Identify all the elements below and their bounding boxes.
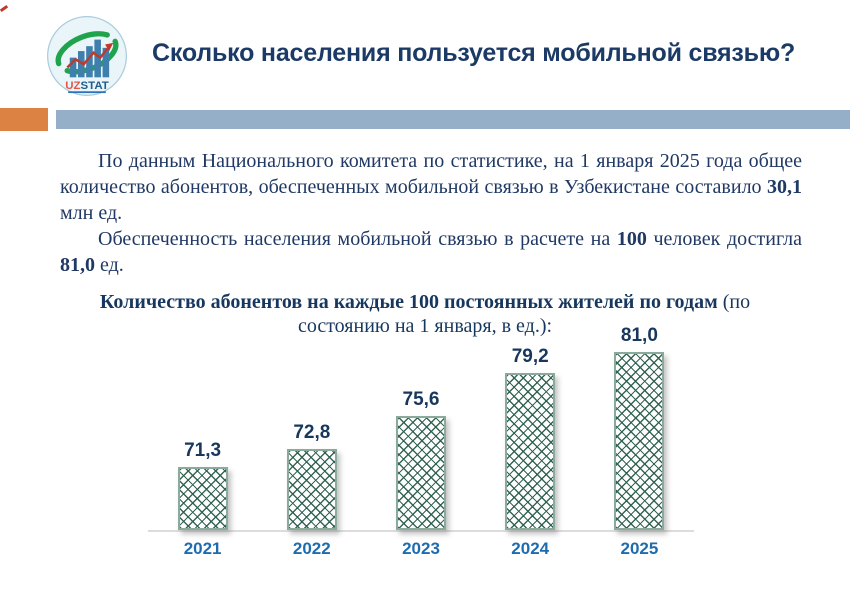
x-axis-labels: 2021 2022 2023 2024 2025 bbox=[148, 539, 694, 559]
intro-p1-highlight: 30,1 bbox=[767, 176, 802, 198]
orange-accent-block bbox=[0, 108, 48, 131]
header: UZSTAT Сколько населения пользуется моби… bbox=[0, 0, 850, 108]
chart-title-normal: (по состоянию на 1 января, в ед.): bbox=[297, 291, 751, 337]
chart-bar bbox=[505, 373, 556, 530]
x-axis-label: 2021 bbox=[183, 539, 222, 558]
chart-title: Количество абонентов на каждые 100 посто… bbox=[95, 290, 755, 338]
logo-text-stat: STAT bbox=[81, 80, 109, 92]
bar-value-label: 81,0 bbox=[620, 324, 658, 346]
x-axis-label: 2023 bbox=[402, 539, 440, 558]
bar-chart: 71,3 72,8 75,6 79,2 81,0 2021 2022 2023 2024 202… bbox=[0, 325, 850, 559]
chart-bar bbox=[396, 416, 446, 530]
logo-swoosh-icon bbox=[55, 31, 119, 75]
logo-text-uz: UZ bbox=[65, 80, 80, 92]
logo-trend-line-icon bbox=[66, 42, 114, 69]
logo-bar-chart-icon bbox=[69, 39, 110, 78]
intro-p1-suffix: млн ед. bbox=[60, 202, 123, 224]
bar-value-label: 72,8 bbox=[293, 422, 331, 444]
chart-bar-cell: 79,2 bbox=[476, 346, 585, 530]
chart-title-bold: Количество абонентов на каждые 100 посто… bbox=[99, 291, 718, 313]
chart-bar bbox=[286, 449, 337, 530]
intro-p2-highlight-2: 81,0 bbox=[60, 254, 95, 276]
intro-p2-highlight-1: 100 bbox=[616, 228, 647, 250]
intro-text: По данным Национального комитета по стат… bbox=[60, 148, 802, 278]
bar-value-label: 79,2 bbox=[511, 346, 549, 368]
intro-p1-text: По данным Национального комитета по стат… bbox=[60, 150, 802, 198]
chart-bar-cell: 75,6 bbox=[366, 389, 475, 530]
intro-p2-suffix: ед. bbox=[95, 254, 124, 276]
bar-value-label: 71,3 bbox=[184, 440, 222, 462]
bar-value-label: 75,6 bbox=[402, 389, 440, 410]
chart-bar-cell: 71,3 bbox=[148, 440, 257, 530]
logo-underline bbox=[68, 91, 106, 94]
intro-p2-text: Обеспеченность населения мобильной связь… bbox=[98, 228, 617, 250]
x-axis-label: 2025 bbox=[620, 539, 659, 558]
blue-divider-bar bbox=[56, 110, 850, 129]
chart-plot-area: 71,3 72,8 75,6 79,2 81,0 bbox=[148, 325, 694, 532]
logo-text: UZSTAT bbox=[65, 80, 109, 92]
x-axis-label: 2022 bbox=[292, 539, 331, 558]
uzstat-logo: UZSTAT bbox=[47, 16, 127, 96]
chart-bar-cell: 72,8 bbox=[257, 422, 366, 530]
intro-p2-mid-text: человек достигла bbox=[646, 228, 803, 250]
chart-bar-cell: 81,0 bbox=[585, 325, 694, 530]
x-axis-label: 2024 bbox=[511, 539, 550, 558]
intro-paragraph-1: По данным Национального комитета по стат… bbox=[60, 148, 802, 226]
page-title: Сколько населения пользуется мобильной с… bbox=[152, 39, 796, 68]
divider-stripes bbox=[0, 108, 850, 132]
intro-paragraph-2: Обеспеченность населения мобильной связь… bbox=[60, 226, 802, 278]
chart-bar bbox=[177, 467, 228, 530]
chart-bar bbox=[614, 351, 665, 530]
